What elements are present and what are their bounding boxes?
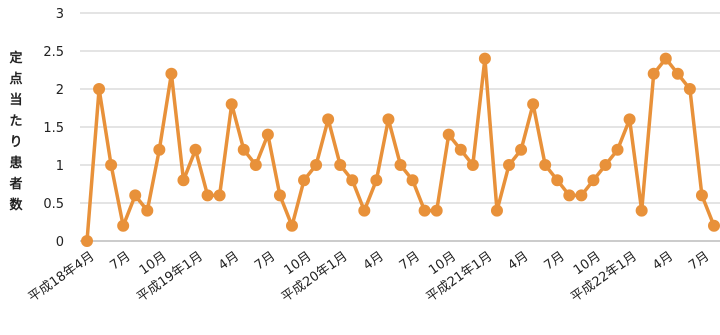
- data-point: [129, 189, 142, 202]
- y-axis-title: 定点当たり患者数: [6, 48, 26, 216]
- data-point: [165, 67, 178, 80]
- y-axis-title-char: 当: [9, 93, 23, 108]
- data-point: [478, 52, 491, 65]
- data-point: [442, 128, 455, 141]
- y-tick-label: 2.5: [43, 45, 64, 60]
- data-point: [611, 143, 624, 156]
- data-point: [708, 219, 720, 232]
- data-point: [285, 219, 298, 232]
- data-point: [587, 174, 600, 187]
- y-axis-title-char: 点: [9, 72, 23, 87]
- data-point: [683, 83, 696, 95]
- data-point: [105, 159, 118, 171]
- data-point: [527, 98, 540, 111]
- data-point: [575, 189, 588, 202]
- data-point: [358, 204, 371, 217]
- data-point: [515, 143, 528, 156]
- data-point: [539, 159, 552, 171]
- data-point: [93, 83, 106, 95]
- data-point: [249, 159, 262, 171]
- data-point: [454, 143, 467, 156]
- y-axis-title-char: た: [9, 114, 23, 129]
- x-tick-label: 7月: [252, 249, 278, 273]
- y-axis-title-char: り: [9, 135, 23, 150]
- data-point: [406, 174, 419, 187]
- x-tick-label: 4月: [216, 249, 242, 273]
- y-tick-label: 2: [56, 83, 64, 98]
- y-axis-title-char: 患: [9, 156, 23, 171]
- data-point: [177, 174, 190, 187]
- data-point: [659, 52, 672, 65]
- data-point: [225, 98, 238, 111]
- data-point: [213, 189, 226, 202]
- data-point: [237, 143, 250, 156]
- data-point: [394, 159, 407, 171]
- x-tick-label: 7月: [686, 249, 712, 273]
- data-point: [117, 219, 130, 232]
- data-point: [563, 189, 576, 202]
- y-tick-label: 0.5: [43, 197, 64, 212]
- data-point: [623, 113, 636, 126]
- data-point: [310, 159, 323, 171]
- data-point: [671, 67, 684, 80]
- data-point: [201, 189, 214, 202]
- data-point: [466, 159, 479, 171]
- data-point: [322, 113, 335, 126]
- x-tick-label: 7月: [107, 249, 133, 273]
- data-point: [261, 128, 274, 141]
- x-tick-label: 7月: [542, 249, 568, 273]
- data-point: [647, 67, 660, 80]
- data-point: [153, 143, 166, 156]
- data-point: [430, 204, 443, 217]
- data-point: [551, 174, 564, 187]
- y-axis-title-char: 者: [9, 177, 23, 192]
- data-point: [298, 174, 311, 187]
- x-tick-label: 4月: [650, 249, 676, 273]
- data-point: [334, 159, 347, 171]
- data-point: [346, 174, 359, 187]
- data-point: [695, 189, 708, 202]
- series: [81, 52, 720, 247]
- x-tick-label: 平成18年4月: [26, 249, 98, 305]
- x-tick-label: 4月: [361, 249, 387, 273]
- data-point: [599, 159, 612, 171]
- data-point: [490, 204, 503, 217]
- y-axis-title-char: 数: [9, 198, 23, 213]
- y-tick-labels: 0 0.5 1 1.5 2 2.5 3: [43, 7, 64, 250]
- y-tick-label: 3: [56, 7, 64, 22]
- y-tick-label: 0: [56, 235, 64, 250]
- data-point: [189, 143, 202, 156]
- data-point: [635, 204, 648, 217]
- data-point: [370, 174, 383, 187]
- data-point: [503, 159, 516, 171]
- x-tick-label: 7月: [397, 249, 423, 273]
- data-point: [418, 204, 431, 217]
- y-tick-label: 1: [56, 159, 64, 174]
- y-axis-title-char: 定: [9, 51, 23, 66]
- y-tick-label: 1.5: [43, 121, 64, 136]
- data-point: [81, 235, 93, 247]
- data-point: [273, 189, 286, 202]
- data-point: [141, 204, 154, 217]
- x-tick-label: 4月: [505, 249, 531, 273]
- data-point: [382, 113, 395, 126]
